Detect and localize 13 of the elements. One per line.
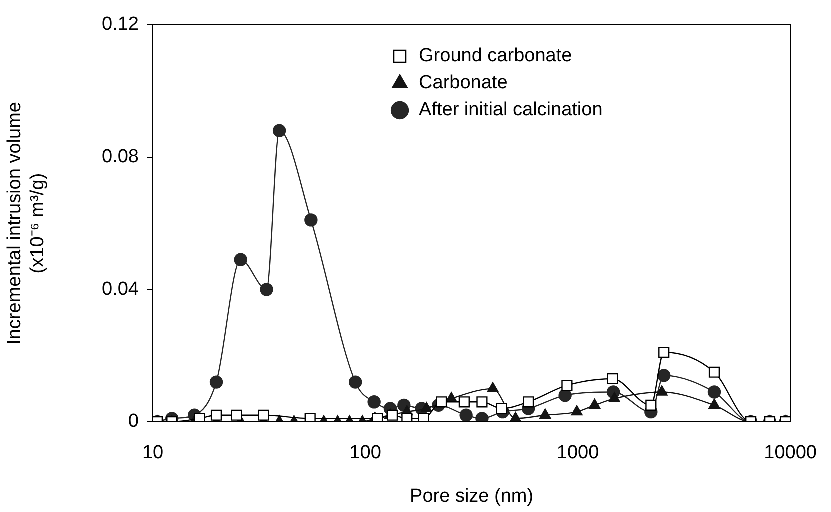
legend-label: After initial calcination <box>419 100 603 121</box>
y-axis-title: Incremental intrusion volume (x10⁻⁶ m³/g) <box>4 102 48 345</box>
legend-label: Carbonate <box>419 72 508 94</box>
y-tick-label: 0 <box>128 411 139 432</box>
x-tick-label: 10 <box>142 442 164 464</box>
y-tick-label: 0.04 <box>102 278 140 300</box>
legend-label: Ground carbonate <box>419 46 572 67</box>
x-tick-label: 1000 <box>556 442 600 464</box>
y-tick-label: 0.12 <box>102 14 139 36</box>
y-tick-label: 0.08 <box>102 146 139 168</box>
x-tick-label: 100 <box>350 442 382 464</box>
x-tick-label: 10000 <box>764 442 818 464</box>
x-axis-title: Pore size (nm) <box>410 486 534 507</box>
